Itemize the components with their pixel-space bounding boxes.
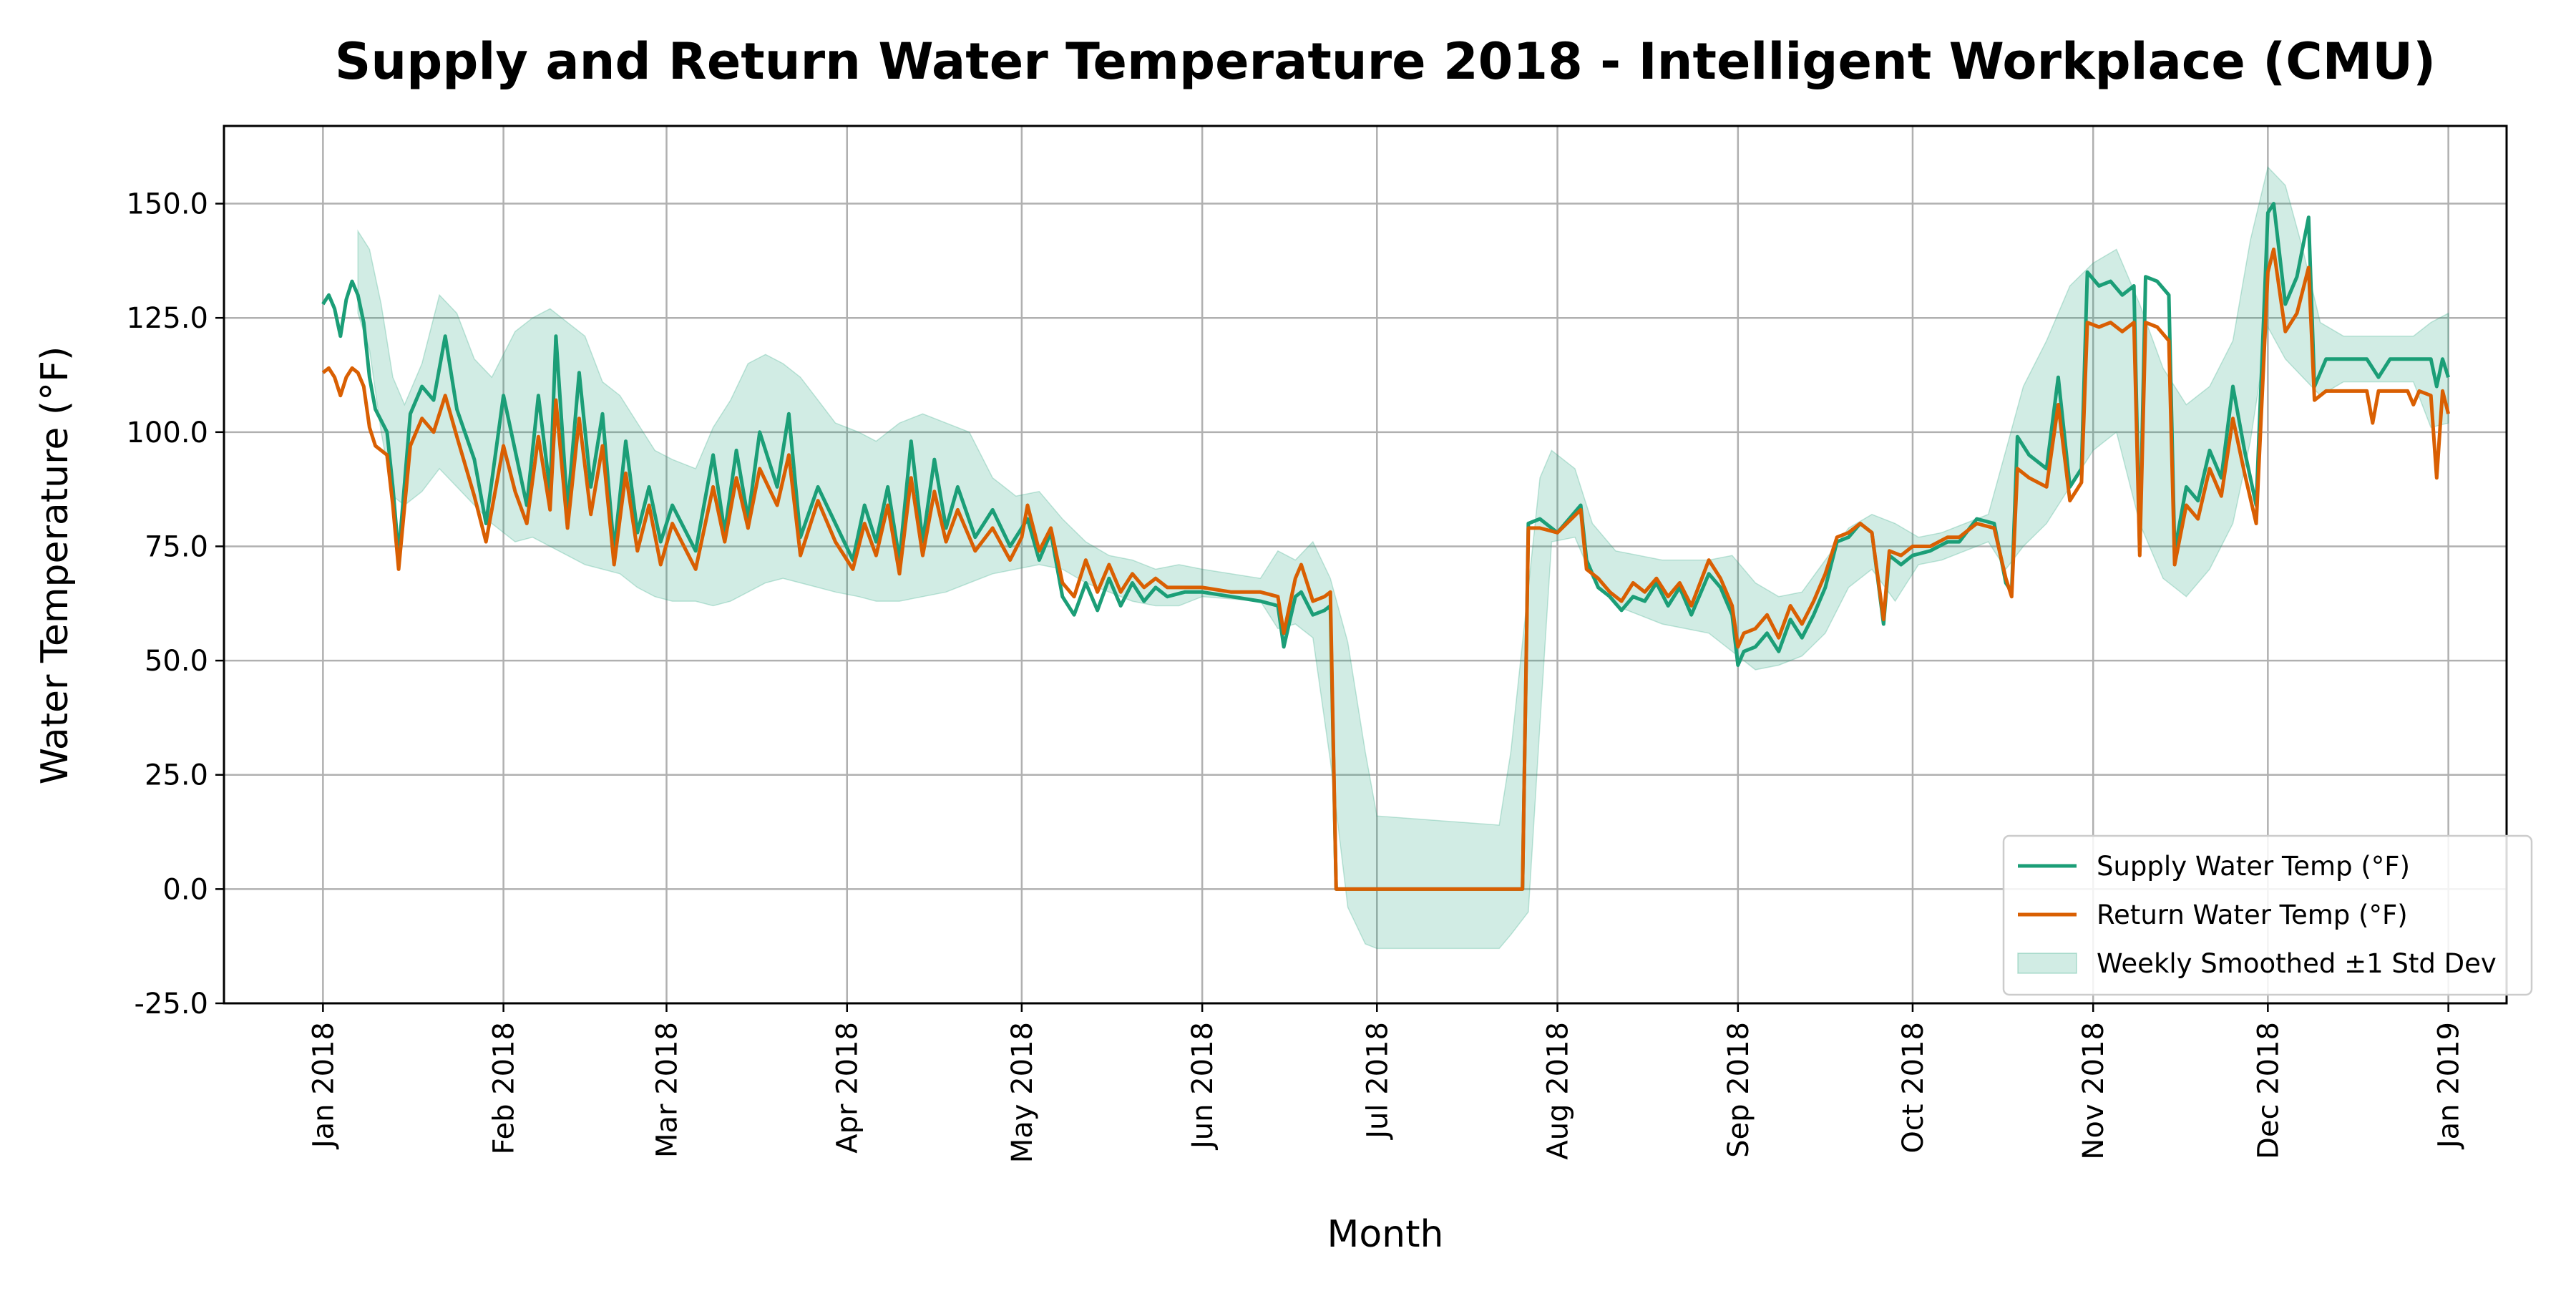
x-tick-label: Feb 2018 (488, 1022, 521, 1154)
plot-area (223, 125, 2508, 1005)
x-tick-label: Apr 2018 (831, 1022, 864, 1154)
legend-band-label: Weekly Smoothed ±1 Std Dev (2097, 948, 2497, 979)
y-tick-label: -25.0 (135, 988, 209, 1020)
x-tick-label: Oct 2018 (1897, 1022, 1930, 1154)
y-tick-label: 25.0 (145, 759, 208, 792)
x-tick-label: Sep 2018 (1722, 1022, 1755, 1158)
x-tick-label: Jan 2019 (2433, 1022, 2466, 1150)
y-tick-label: 0.0 (162, 873, 208, 906)
axis-ticks: Jan 2018 Feb 2018 Mar 2018 Apr 2018 May 2018… (126, 188, 2465, 1164)
legend-supply-label: Supply Water Temp (°F) (2097, 851, 2410, 882)
x-tick-label: Dec 2018 (2252, 1022, 2285, 1159)
return-temp-line (321, 247, 2451, 891)
x-tick-label: Jun 2018 (1186, 1022, 1219, 1151)
supply-temp-line (321, 202, 2450, 891)
x-tick-label: Jan 2018 (307, 1022, 340, 1150)
y-axis-label: Water Temperature (°F) (34, 346, 77, 785)
y-tick-label: 150.0 (126, 188, 208, 221)
legend-box (2002, 834, 2533, 996)
x-axis-label: Month (1327, 1213, 1444, 1256)
y-tick-label: 50.0 (145, 645, 208, 678)
x-tick-label: Aug 2018 (1542, 1022, 1575, 1160)
std-dev-band-layer (357, 165, 2449, 950)
legend-band-swatch (2017, 953, 2077, 974)
chart-legend: Supply Water Temp (°F) Return Water Temp … (2002, 834, 2533, 996)
x-tick-label: May 2018 (1006, 1022, 1039, 1163)
legend-return-label: Return Water Temp (°F) (2097, 900, 2408, 930)
x-tick-label: Mar 2018 (650, 1022, 683, 1158)
y-tick-label: 75.0 (145, 530, 208, 563)
chart-title: Supply and Return Water Temperature 2018… (335, 32, 2436, 91)
y-tick-label: 125.0 (126, 302, 208, 335)
x-tick-label: Nov 2018 (2077, 1022, 2110, 1160)
std-dev-band (357, 165, 2449, 950)
x-tick-label: Jul 2018 (1361, 1022, 1394, 1141)
series-lines-layer (321, 202, 2451, 891)
y-tick-label: 100.0 (126, 416, 208, 449)
